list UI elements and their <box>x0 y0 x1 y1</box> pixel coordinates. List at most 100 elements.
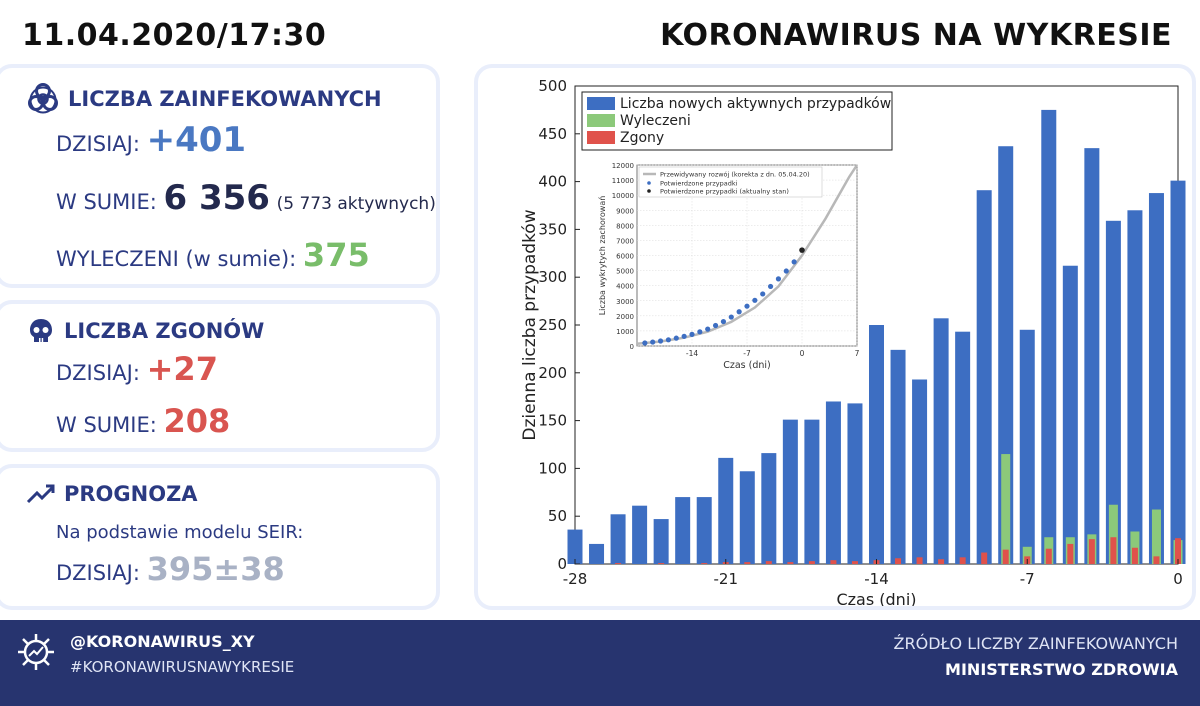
inset-confirmed-point <box>720 318 727 325</box>
bar-active-cases <box>890 349 906 564</box>
inset-confirmed-point <box>728 314 734 320</box>
bar-deaths <box>658 563 665 564</box>
inset-y-tick-label: 9000 <box>616 207 634 215</box>
inset-x-tick-label: 7 <box>855 349 860 358</box>
bar-active-cases <box>912 379 928 564</box>
inset-confirmed-point <box>767 283 774 290</box>
y-tick-label: 250 <box>538 316 567 334</box>
inset-confirmed-point <box>689 331 695 337</box>
infected-total-value: 6 356 <box>163 178 270 218</box>
bar-deaths <box>1110 537 1117 564</box>
virus-logo-icon <box>18 634 54 670</box>
y-tick-label: 500 <box>538 77 567 95</box>
y-tick-label: 0 <box>557 555 567 573</box>
bar-deaths <box>701 563 708 564</box>
bar-deaths <box>1131 547 1138 564</box>
inset-confirmed-point <box>760 291 766 297</box>
x-tick-label: 0 <box>1173 570 1183 588</box>
inset-y-tick-label: 1000 <box>616 328 634 336</box>
bar-active-cases <box>567 529 583 564</box>
skull-icon <box>30 319 52 342</box>
infected-total-active: (5 773 aktywnych) <box>276 194 436 214</box>
inset-x-tick-label: -14 <box>686 349 698 358</box>
bar-deaths <box>830 560 837 564</box>
bar-deaths <box>895 558 902 564</box>
bar-active-cases <box>696 497 712 564</box>
legend-swatch <box>587 97 615 110</box>
bar-active-cases <box>739 471 755 564</box>
inset-legend-marker <box>647 189 651 193</box>
inset-y-tick-label: 0 <box>630 343 634 351</box>
bar-deaths <box>615 563 622 564</box>
bar-deaths <box>959 557 966 564</box>
footer-handle[interactable]: @KORONAWIRUS_XY <box>70 632 255 651</box>
trend-up-icon <box>26 484 55 504</box>
inset-confirmed-point <box>705 326 711 332</box>
inset-x-tick-label: -7 <box>743 349 751 358</box>
inset-y-axis-label: Liczba wykrytych zachorowań <box>598 196 607 316</box>
bar-active-cases <box>825 401 841 564</box>
bar-deaths <box>1088 539 1095 564</box>
bar-active-cases <box>782 419 798 564</box>
bar-deaths <box>787 562 794 564</box>
bar-deaths <box>981 552 988 564</box>
x-tick-label: -21 <box>714 570 739 588</box>
inset-confirmed-point <box>736 309 742 315</box>
bar-active-cases <box>955 331 971 564</box>
y-tick-label: 200 <box>538 364 567 382</box>
inset-y-tick-label: 2000 <box>616 313 634 321</box>
bar-deaths <box>1067 543 1074 564</box>
deaths-today-value: +27 <box>146 350 218 388</box>
inset-y-tick-label: 8000 <box>616 222 634 230</box>
bar-deaths <box>851 561 858 564</box>
biohazard-icon <box>28 83 58 114</box>
deaths-title-row: LICZBA ZGONÓW <box>26 316 264 346</box>
forecast-model-text: Na podstawie modelu SEIR: <box>56 522 304 543</box>
inset-x-axis-label: Czas (dni) <box>723 360 771 371</box>
inset-confirmed-point <box>775 276 782 282</box>
bar-active-cases <box>653 519 669 564</box>
y-tick-label: 150 <box>538 412 567 430</box>
infected-total-label: W SUMIE: <box>56 190 157 214</box>
recovered-label: WYLECZENI (w sumie): <box>56 247 297 271</box>
y-tick-label: 50 <box>548 507 567 525</box>
bar-deaths <box>744 562 751 564</box>
inset-confirmed-point <box>752 297 758 303</box>
legend-swatch <box>587 131 615 144</box>
inset-legend-label: Potwierdzone przypadki <box>660 180 738 188</box>
legend-swatch <box>587 114 615 127</box>
footer: @KORONAWIRUS_XY #KORONAWIRUSNAWYKRESIE Ź… <box>0 620 1200 706</box>
bar-recovered <box>1001 454 1011 564</box>
inset-confirmed-point <box>665 337 672 343</box>
forecast-title: PROGNOZA <box>64 482 198 506</box>
inset-current-point <box>799 247 805 253</box>
bar-active-cases <box>869 325 884 564</box>
inset-confirmed-point <box>744 303 750 309</box>
bar-active-cases <box>675 497 691 564</box>
x-tick-label: -7 <box>1020 570 1035 588</box>
infected-total-row: W SUMIE: 6 356 (5 773 aktywnych) <box>56 178 436 218</box>
deaths-today-row: DZISIAJ: +27 <box>56 350 218 388</box>
infected-card: LICZBA ZAINFEKOWANYCH DZISIAJ: +401 W SU… <box>0 64 440 288</box>
bar-active-cases <box>610 514 626 564</box>
deaths-title: LICZBA ZGONÓW <box>64 319 265 343</box>
bar-active-cases <box>718 457 734 564</box>
x-tick-label: -14 <box>864 570 889 588</box>
inset-confirmed-point <box>783 268 789 274</box>
inset-legend-box <box>638 166 823 198</box>
bar-deaths <box>1002 549 1009 564</box>
bar-active-cases <box>1127 210 1143 564</box>
inset-confirmed-point <box>681 333 687 339</box>
inset-x-tick-label: 0 <box>800 349 805 358</box>
x-tick-label: -28 <box>563 570 588 588</box>
bar-active-cases <box>847 403 863 564</box>
forecast-title-row: PROGNOZA <box>26 482 198 506</box>
inset-y-tick-label: 7000 <box>616 237 634 245</box>
header-title: KORONAWIRUS NA WYKRESIE <box>660 18 1172 53</box>
footer-hashtag[interactable]: #KORONAWIRUSNAWYKRESIE <box>70 658 295 676</box>
deaths-total-label: W SUMIE: <box>56 413 157 437</box>
recovered-row: WYLECZENI (w sumie): 375 <box>56 236 370 274</box>
y-axis-label: Dzienna liczba przypadków <box>520 209 540 440</box>
inset-confirmed-point <box>712 322 719 329</box>
bar-deaths <box>808 561 815 564</box>
